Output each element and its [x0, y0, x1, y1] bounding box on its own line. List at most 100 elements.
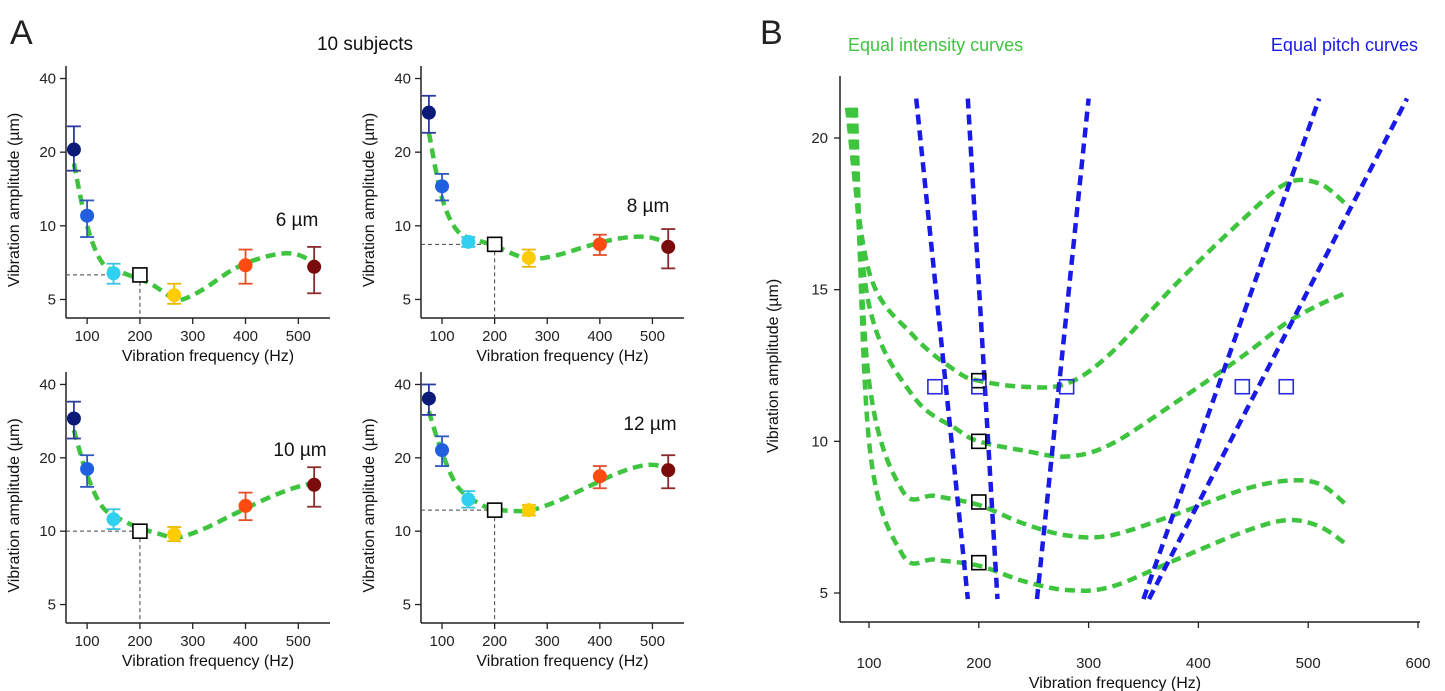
x-tick-label: 400: [233, 328, 258, 345]
data-point: [167, 288, 182, 303]
panel-a-header: 10 subjects: [317, 34, 413, 55]
x-tick-label: 100: [75, 328, 100, 345]
panel-a-letter: A: [10, 14, 33, 52]
subplot-title: 10 µm: [273, 440, 326, 461]
x-axis-label: Vibration frequency (Hz): [476, 653, 648, 670]
pitch-curve: [1034, 98, 1091, 600]
chart-10um: 100 200 300 400 500 5 10 20 40 Vibration frequenc…: [6, 372, 330, 670]
pitch-square: [927, 378, 943, 395]
reference-square: [132, 267, 148, 283]
x-tick-label: 300: [535, 328, 560, 345]
data-point: [592, 469, 607, 484]
data-point: [66, 142, 81, 157]
x-tick-label: 300: [180, 633, 205, 650]
y-tick-label: 5: [820, 585, 828, 602]
x-tick-label: 500: [640, 328, 665, 345]
intensity-curve: [848, 107, 1348, 459]
data-point: [238, 498, 253, 513]
x-tick-label: 200: [482, 633, 507, 650]
data-point: [66, 411, 81, 426]
intensity-square: [970, 494, 987, 510]
x-axis-label: Vibration frequency (Hz): [122, 653, 294, 670]
data-point: [521, 250, 536, 265]
pitch-square: [1058, 378, 1075, 395]
data-point: [661, 239, 676, 254]
y-tick-label: 5: [48, 291, 56, 308]
x-tick-label: 600: [1405, 655, 1430, 672]
y-tick-label: 10: [394, 218, 411, 235]
x-tick-label: 200: [127, 633, 152, 650]
y-axis-label: Vibration amplitude (µm): [765, 279, 782, 453]
pitch-curve: [1141, 97, 1322, 600]
x-tick-label: 200: [966, 655, 991, 672]
data-point: [421, 391, 436, 406]
x-tick-label: 500: [286, 328, 311, 345]
chart-8um: 100 200 300 400 500 5 10 20 40 Vibration frequenc…: [361, 66, 684, 365]
x-tick-label: 300: [535, 633, 560, 650]
reference-square: [486, 502, 503, 518]
intensity-curve: [851, 107, 1349, 540]
data-point: [435, 443, 450, 458]
x-tick-label: 100: [856, 655, 881, 672]
chart-6um: 100 200 300 400 500 5 10 20 40 Vibration frequenc…: [6, 66, 330, 365]
x-tick-label: 300: [180, 328, 205, 345]
x-axis-label: Vibration frequency (Hz): [476, 348, 648, 365]
subplot-title: 8 µm: [627, 196, 670, 217]
data-point: [592, 237, 607, 252]
y-tick-label: 10: [811, 433, 828, 450]
x-tick-label: 200: [127, 328, 152, 345]
x-tick-label: 500: [1296, 655, 1321, 672]
intensity-square: [970, 554, 987, 571]
y-tick-label: 5: [403, 597, 411, 614]
chart-12um: 100 200 300 400 500 5 10 20 40 Vibration frequenc…: [361, 372, 684, 670]
pitch-curve: [1146, 97, 1410, 601]
intensity-curve: [844, 107, 1349, 390]
chart-equal-curves: 100 200 300 400 500 600 5 10 15 20 Vibration frequ…: [765, 76, 1431, 691]
data-point: [167, 527, 182, 542]
y-tick-label: 10: [394, 523, 411, 540]
reference-square: [486, 236, 503, 253]
y-tick-label: 5: [48, 597, 56, 614]
data-point: [307, 477, 322, 492]
y-tick-label: 20: [394, 450, 411, 467]
data-point: [106, 512, 121, 527]
x-tick-label: 400: [1186, 655, 1211, 672]
panel-b-letter: B: [760, 14, 783, 52]
legend-pitch-label: Equal pitch curves: [1271, 35, 1418, 55]
x-tick-label: 400: [587, 328, 612, 345]
fit-curve: [71, 429, 315, 541]
pitch-square: [1278, 378, 1295, 395]
x-tick-label: 400: [587, 633, 612, 650]
data-point: [307, 259, 322, 274]
x-tick-label: 100: [430, 633, 455, 650]
x-tick-label: 400: [233, 633, 258, 650]
pitch-curve: [913, 98, 971, 600]
intensity-square: [970, 433, 987, 450]
y-tick-label: 15: [811, 282, 828, 299]
x-tick-label: 100: [75, 633, 100, 650]
y-axis-label: Vibration amplitude (µm): [361, 113, 378, 287]
y-tick-label: 40: [394, 71, 411, 88]
subplot-title: 12 µm: [623, 414, 676, 435]
pitch-square: [1234, 378, 1251, 395]
data-point: [521, 503, 536, 518]
intensity-curve: [853, 107, 1348, 594]
data-point: [80, 208, 95, 223]
y-axis-label: Vibration amplitude (µm): [6, 113, 23, 287]
y-axis-label: Vibration amplitude (µm): [361, 418, 378, 592]
reference-square: [132, 523, 148, 539]
y-tick-label: 10: [39, 218, 56, 235]
x-axis-label: Vibration frequency (Hz): [122, 348, 294, 365]
pitch-square: [970, 378, 987, 395]
x-axis-label: Vibration frequency (Hz): [1029, 675, 1201, 691]
legend-intensity-label: Equal intensity curves: [848, 35, 1023, 55]
pitch-curve: [965, 98, 1000, 600]
fit-curve: [71, 162, 316, 303]
data-point: [661, 463, 676, 478]
y-tick-label: 40: [39, 71, 56, 88]
data-point: [435, 179, 450, 194]
fit-curve: [426, 132, 669, 262]
data-point: [461, 492, 476, 507]
y-tick-label: 20: [811, 130, 828, 147]
